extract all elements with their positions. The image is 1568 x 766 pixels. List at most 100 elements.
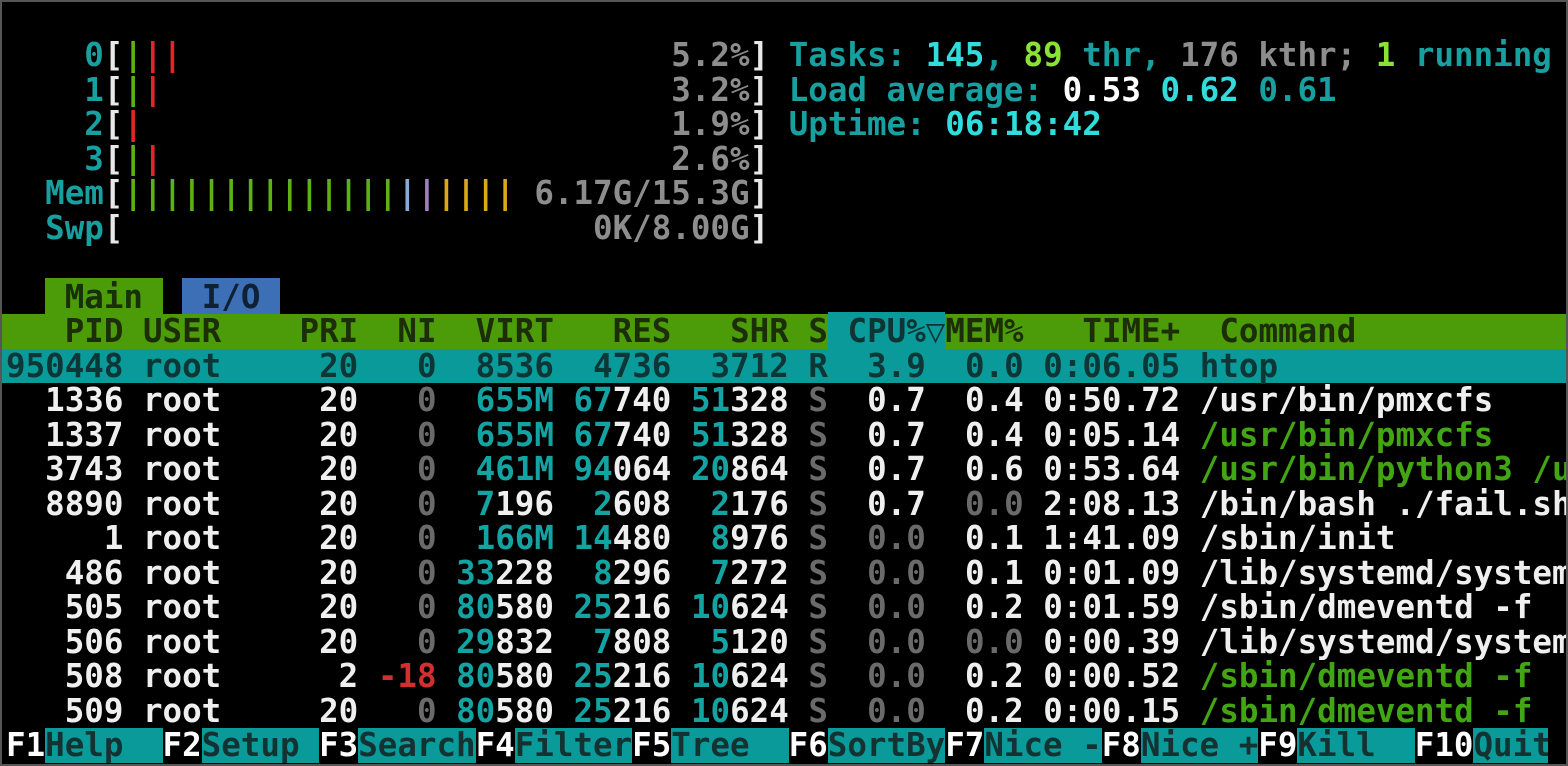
cell-res-mag: 94	[573, 450, 613, 488]
cell-ni: 0	[377, 691, 437, 730]
cell-cpu: 0.0	[847, 622, 926, 661]
meter-tick: |	[260, 176, 281, 211]
meter-close-bracket: ]	[749, 36, 770, 74]
cell-time: 0:00.15	[1043, 691, 1181, 730]
meter-tick: |	[143, 176, 163, 211]
process-row-508[interactable]: 508 root 2 -18 80580 25216 10624 S 0.0 0…	[2, 659, 1566, 694]
col-time[interactable]: TIME+	[1043, 312, 1181, 350]
screen-tabs: Main I/O	[6, 277, 1566, 316]
cell-pri: 20	[299, 450, 359, 488]
meter-bar-area: || 2.6%	[123, 142, 749, 177]
col-s[interactable]: S	[808, 312, 828, 350]
cell-res-mag: 25	[573, 588, 613, 626]
cell-res: 608	[612, 484, 672, 523]
meter-bar-area: ||| 5.2%	[123, 38, 749, 73]
fnkey-action: Nice -	[984, 728, 1102, 763]
meter-bar-area: 0K/8.00G	[123, 211, 750, 246]
cell-virt-mag: 655M	[475, 415, 554, 454]
swap-meter: Swp[0K/8.00G]	[6, 208, 1566, 247]
col-pid[interactable]: PID	[6, 312, 124, 350]
fnkey-f5-tree[interactable]: F5Tree	[632, 728, 789, 763]
fnkey-f7-nice[interactable]: F7Nice -	[945, 728, 1102, 763]
col-cpu-sort[interactable]: CPU%▽	[827, 312, 946, 350]
meter-tick: |	[240, 176, 261, 211]
meter-tick: |	[358, 176, 378, 211]
process-row-486[interactable]: 486 root 20 0 33228 8296 7272 S 0.0 0.1 …	[2, 553, 1566, 592]
fnkey-f8-nice[interactable]: F8Nice +	[1101, 728, 1258, 763]
process-row-950448[interactable]: 950448 root 20 0 8536 4736 3712 R 3.9 0.…	[2, 346, 1566, 385]
fnkey-f10-quit[interactable]: F10Quit	[1414, 728, 1548, 763]
fnkey-f1-help[interactable]: F1Help	[6, 728, 163, 763]
fnkey-f9-kill[interactable]: F9Kill	[1258, 728, 1415, 763]
cell-ni: 0	[377, 588, 437, 626]
col-res[interactable]: RES	[573, 312, 672, 350]
col-pri[interactable]: PRI	[299, 312, 359, 350]
cell-shr: 328	[730, 381, 789, 419]
col-user[interactable]: USER	[142, 312, 300, 350]
process-row-506[interactable]: 506 root 20 0 29832 7808 5120 S 0.0 0.0 …	[2, 622, 1566, 661]
process-row-1336[interactable]: 1336 root 20 0 655M 67740 51328 S 0.7 0.…	[2, 383, 1566, 418]
meter-tick: |	[143, 141, 163, 176]
process-row-1337[interactable]: 1337 root 20 0 655M 67740 51328 S 0.7 0.…	[2, 415, 1566, 454]
meter-tick: |	[143, 38, 163, 73]
process-row-8890[interactable]: 8890 root 20 0 7196 2608 2176 S 0.7 0.0 …	[2, 484, 1566, 523]
cell-ni: 0	[377, 622, 437, 661]
meter-tick: |	[221, 176, 241, 211]
cell-pri: 20	[299, 415, 359, 454]
cell-cpu: 0.0	[847, 657, 926, 695]
col-virt[interactable]: VIRT	[456, 312, 554, 350]
cell-cpu: 0.0	[847, 553, 926, 592]
meter-close-bracket: ]	[749, 139, 770, 178]
meter-close-bracket: ]	[749, 174, 770, 212]
cell-res-mag: 67	[573, 381, 613, 419]
fnkey-label: F9	[1258, 728, 1298, 763]
col-mem[interactable]: MEM%	[945, 312, 1024, 350]
process-row-1[interactable]: 1 root 20 0 166M 14480 8976 S 0.0 0.1 1:…	[2, 521, 1566, 556]
meter-close-bracket: ]	[749, 70, 770, 109]
tasks-summary-segment: kthr	[1238, 36, 1337, 74]
fnkey-f4-filter[interactable]: F4Filter	[475, 728, 632, 763]
cell-shr-mag: 51	[690, 415, 731, 454]
cell-pid: 506	[6, 622, 124, 661]
cell-virt-mag: 80	[456, 657, 496, 695]
fnkey-f6-sortby[interactable]: F6SortBy	[788, 728, 945, 763]
meter-tick: |	[495, 176, 515, 211]
tab-io[interactable]: I/O	[182, 277, 280, 316]
meter-open-bracket: [	[103, 70, 124, 109]
col-ni[interactable]: NI	[377, 312, 437, 350]
meter-close-bracket: ]	[749, 105, 770, 143]
cell-ni: -18	[377, 657, 437, 695]
cell-virt-mag: 80	[456, 588, 496, 626]
meter-label: 3	[6, 139, 104, 178]
cell-shr-mag: 8	[710, 519, 731, 557]
cell-res: 4736	[593, 346, 672, 385]
load-average-segment: Load average:	[788, 70, 1063, 109]
fnkey-label: F7	[945, 728, 985, 763]
cell-mem: 0.4	[945, 381, 1024, 419]
process-row-505[interactable]: 505 root 20 0 80580 25216 10624 S 0.0 0.…	[2, 590, 1566, 625]
process-row-509[interactable]: 509 root 20 0 80580 25216 10624 S 0.0 0.…	[2, 691, 1566, 730]
col-shr[interactable]: SHR	[690, 312, 789, 350]
cell-shr-mag: 10	[690, 691, 731, 730]
fnkey-f3-search[interactable]: F3Search	[319, 728, 476, 763]
cell-shr: 976	[730, 519, 789, 557]
cell-virt: 580	[495, 657, 554, 695]
cell-virt-mag: 80	[456, 691, 496, 730]
meter-tick: |	[123, 72, 143, 107]
cell-user: root	[142, 381, 300, 419]
fnkey-f2-setup[interactable]: F2Setup	[162, 728, 320, 763]
meter-tick: |	[377, 176, 398, 211]
meter-value: 1.9%	[671, 107, 750, 142]
load-average-segment: 0.53	[1062, 70, 1161, 109]
meter-tick: |	[436, 176, 457, 211]
meter-close-bracket: ]	[749, 208, 770, 247]
cell-pri: 2	[299, 657, 359, 695]
meter-tick: |	[475, 176, 496, 211]
col-command[interactable]: Command	[1199, 312, 1357, 350]
process-row-3743[interactable]: 3743 root 20 0 461M 94064 20864 S 0.7 0.…	[2, 452, 1566, 487]
cell-res: 064	[612, 450, 672, 488]
tab-main[interactable]: Main	[45, 277, 163, 316]
cell-virt: 228	[495, 553, 554, 592]
cell-command: /sbin/dmeventd -f	[1199, 691, 1533, 730]
cell-command: /sbin/dmeventd -f	[1199, 657, 1533, 695]
